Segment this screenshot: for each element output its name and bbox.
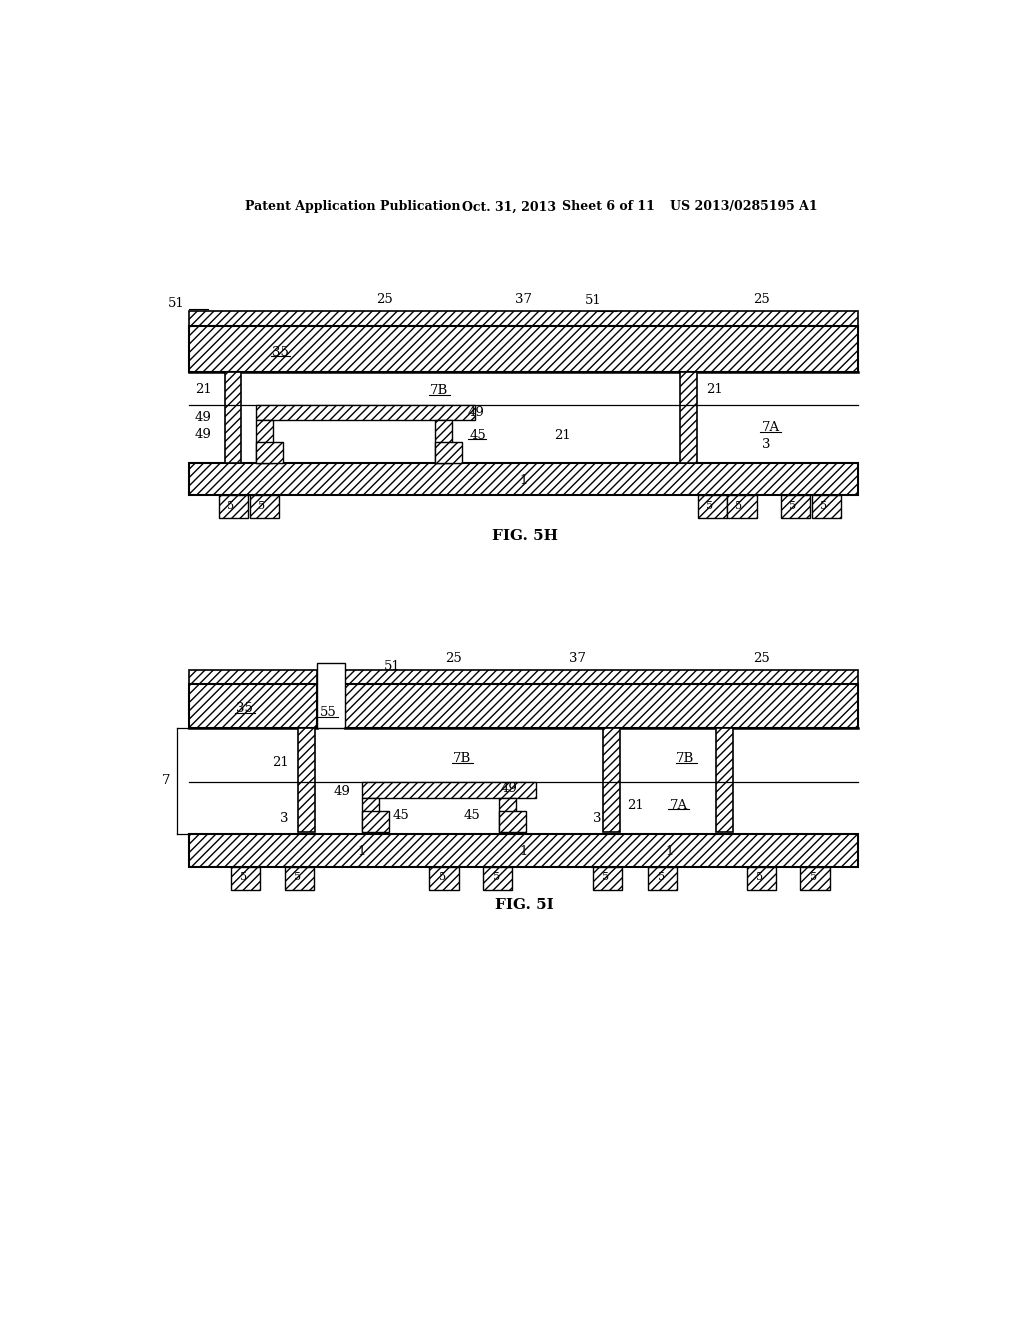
Bar: [648, 867, 677, 890]
Bar: [801, 867, 829, 890]
Text: 35: 35: [272, 346, 289, 359]
Text: 45: 45: [469, 429, 486, 442]
Text: 21: 21: [195, 383, 211, 396]
Text: 5: 5: [706, 500, 713, 511]
Text: 5: 5: [493, 871, 500, 882]
Bar: [345, 684, 858, 729]
Text: 51: 51: [168, 297, 184, 310]
Text: 1: 1: [666, 845, 674, 858]
Bar: [250, 495, 280, 517]
Text: 1: 1: [357, 845, 366, 858]
Text: 25: 25: [754, 652, 770, 665]
Text: 7B: 7B: [453, 752, 471, 766]
Text: 7A: 7A: [670, 799, 688, 812]
Bar: [435, 442, 462, 462]
Text: 49: 49: [333, 785, 350, 797]
Text: 21: 21: [554, 429, 570, 442]
Text: 7B: 7B: [429, 384, 447, 397]
Bar: [361, 797, 379, 832]
Text: 25: 25: [754, 293, 770, 306]
Text: 45: 45: [392, 809, 410, 822]
Text: 5: 5: [756, 871, 763, 882]
Text: 49: 49: [195, 428, 211, 441]
Bar: [593, 867, 622, 890]
Text: Sheet 6 of 11: Sheet 6 of 11: [562, 201, 654, 214]
Text: 5: 5: [790, 500, 797, 511]
Text: 5: 5: [735, 500, 742, 511]
Bar: [429, 867, 459, 890]
Text: 51: 51: [384, 660, 400, 673]
Text: 5: 5: [294, 871, 301, 882]
Bar: [716, 729, 733, 832]
Bar: [219, 495, 249, 517]
Bar: [189, 326, 858, 372]
Text: 5: 5: [810, 871, 817, 882]
Text: 37: 37: [568, 652, 586, 665]
Bar: [189, 684, 316, 729]
Text: FIG. 5H: FIG. 5H: [492, 529, 558, 543]
Bar: [285, 867, 313, 890]
Bar: [483, 867, 512, 890]
Bar: [698, 495, 727, 517]
Text: 7B: 7B: [676, 752, 694, 766]
Bar: [256, 420, 273, 462]
Text: US 2013/0285195 A1: US 2013/0285195 A1: [670, 201, 817, 214]
Text: 1: 1: [519, 474, 527, 487]
Bar: [781, 495, 810, 517]
Text: 5: 5: [657, 871, 665, 882]
Text: 49: 49: [468, 407, 484, 418]
Text: 5: 5: [602, 871, 609, 882]
Text: 35: 35: [237, 702, 253, 715]
Text: 45: 45: [463, 809, 480, 822]
Text: 7: 7: [162, 775, 171, 788]
Text: 3: 3: [762, 438, 770, 451]
Text: Patent Application Publication: Patent Application Publication: [245, 201, 460, 214]
Text: 5: 5: [227, 500, 234, 511]
Bar: [361, 781, 537, 797]
Text: 3: 3: [280, 812, 289, 825]
Bar: [746, 867, 776, 890]
Text: 37: 37: [515, 293, 531, 306]
Text: 5: 5: [241, 871, 248, 882]
Text: 5: 5: [258, 500, 265, 511]
Bar: [189, 312, 858, 326]
Bar: [316, 663, 345, 729]
Text: 21: 21: [271, 756, 289, 770]
Text: 5: 5: [439, 871, 446, 882]
Text: 3: 3: [593, 812, 601, 825]
Text: 51: 51: [585, 294, 602, 308]
Bar: [224, 372, 242, 462]
Text: FIG. 5I: FIG. 5I: [496, 899, 554, 912]
Bar: [189, 671, 316, 684]
Bar: [602, 729, 620, 832]
Bar: [680, 372, 696, 462]
Bar: [298, 729, 315, 832]
Bar: [727, 495, 757, 517]
Text: 49: 49: [500, 781, 517, 795]
Text: 21: 21: [707, 383, 723, 396]
Text: 49: 49: [195, 411, 211, 424]
Text: Oct. 31, 2013: Oct. 31, 2013: [462, 201, 556, 214]
Text: 5: 5: [820, 500, 827, 511]
Bar: [499, 797, 515, 832]
Text: 25: 25: [376, 293, 393, 306]
Bar: [256, 405, 475, 420]
Bar: [189, 834, 858, 867]
Text: 25: 25: [445, 652, 462, 665]
Bar: [435, 420, 452, 462]
Bar: [812, 495, 842, 517]
Bar: [189, 462, 858, 495]
Bar: [345, 671, 858, 684]
Text: 21: 21: [628, 799, 644, 812]
Bar: [499, 812, 525, 832]
Text: 1: 1: [519, 845, 527, 858]
Bar: [361, 812, 388, 832]
Bar: [230, 867, 260, 890]
Text: 7A: 7A: [762, 421, 780, 434]
Bar: [256, 442, 283, 462]
Text: 55: 55: [319, 706, 337, 719]
